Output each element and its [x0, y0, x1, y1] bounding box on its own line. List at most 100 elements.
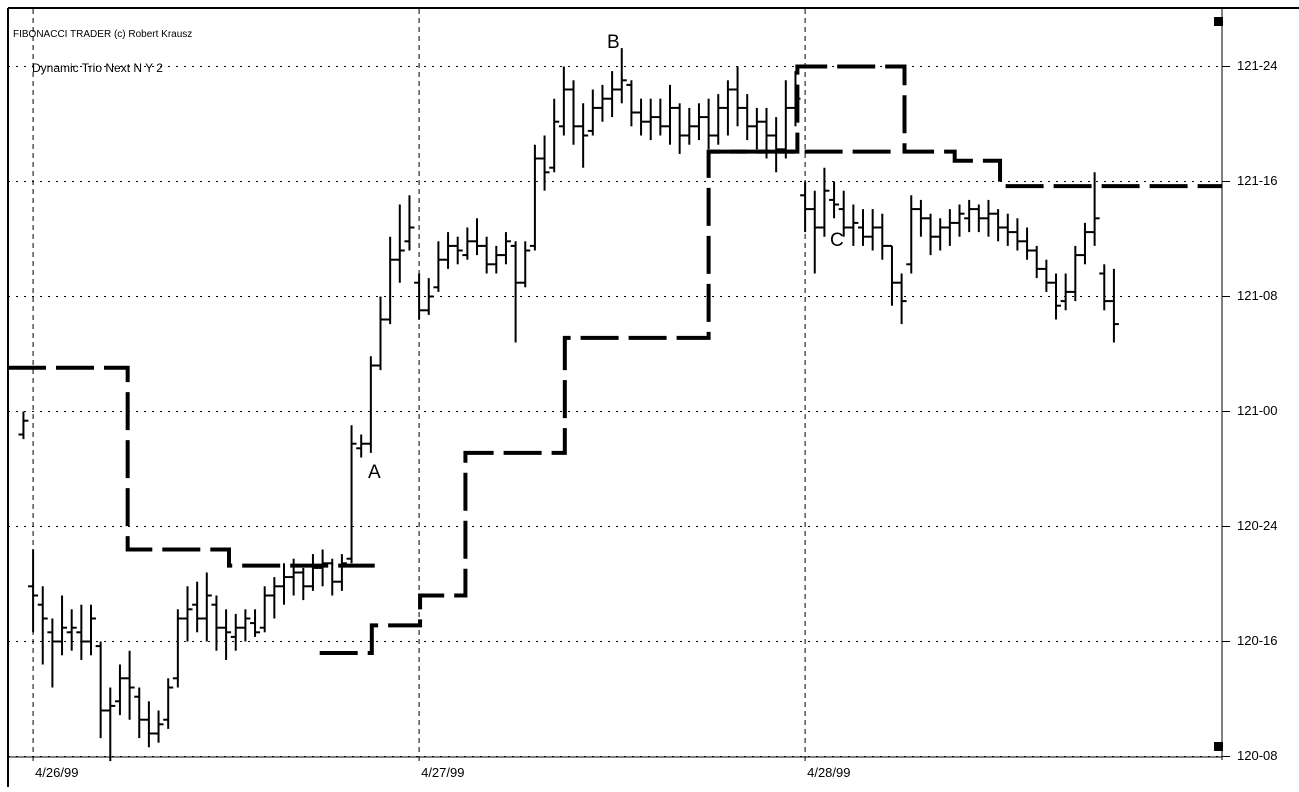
- ohlc-bar: [462, 227, 473, 260]
- ohlc-bar: [105, 687, 116, 762]
- ohlc-bar: [780, 80, 791, 159]
- ohlc-bar: [983, 199, 994, 237]
- ohlc-bar: [587, 89, 598, 136]
- ohlc-bar: [114, 664, 125, 716]
- ohlc-bar: [607, 71, 618, 118]
- ohlc-bar: [858, 209, 869, 246]
- ohlc-bar: [732, 66, 743, 127]
- ohlc-bar: [549, 98, 560, 173]
- ohlc-bar: [510, 241, 521, 343]
- ohlc-bar: [307, 554, 318, 591]
- ohlc-bar: [472, 218, 483, 256]
- ohlc-bar: [201, 572, 212, 642]
- ohlc-bar: [95, 641, 106, 739]
- ohlc-bar: [423, 278, 434, 315]
- ohlc-bar: [761, 107, 772, 159]
- ohlc-bar: [452, 236, 463, 265]
- ohlc-bar: [47, 618, 58, 688]
- ohlc-bar: [18, 411, 29, 440]
- ohlc-bar: [57, 595, 68, 656]
- ohlc-bar: [838, 190, 849, 237]
- ohlc-bar: [481, 236, 492, 274]
- x-tick-label: 4/27/99: [421, 765, 464, 780]
- y-tick-label: 121-08: [1237, 288, 1277, 303]
- ohlc-bar: [288, 558, 299, 596]
- ohlc-bar: [433, 241, 444, 292]
- ohlc-bar: [1012, 218, 1023, 251]
- ohlc-bar: [346, 425, 357, 564]
- ohlc-bar: [693, 103, 704, 141]
- ohlc-bar: [1031, 245, 1042, 279]
- ohlc-bar: [172, 609, 183, 688]
- ohlc-bar: [259, 586, 270, 633]
- ohlc-bar: [665, 84, 676, 145]
- ohlc-bar: [944, 209, 955, 246]
- ohlc-bar: [578, 103, 589, 168]
- ohlc-bar: [192, 581, 203, 633]
- ohlc-bar: [906, 195, 917, 274]
- ohlc-bar: [809, 190, 820, 274]
- ohlc-bar: [211, 595, 222, 651]
- ohlc-bar: [327, 558, 338, 596]
- ohlc-bar: [153, 710, 164, 743]
- ohlc-bar: [886, 244, 897, 306]
- ohlc-bar: [558, 66, 569, 136]
- ohlc-bar: [230, 613, 241, 651]
- annotation: B: [607, 32, 620, 53]
- ohlc-bar: [250, 609, 261, 637]
- y-tick-label: 121-16: [1237, 173, 1277, 188]
- ohlc-bar: [529, 144, 540, 251]
- annotation: C: [830, 230, 844, 251]
- ohlc-bar: [404, 195, 415, 251]
- y-tick-label: 120-24: [1237, 518, 1277, 533]
- y-tick-label: 120-16: [1237, 633, 1277, 648]
- ohlc-bar: [674, 103, 685, 154]
- ohlc-bar: [616, 48, 627, 104]
- ohlc-bar: [925, 213, 936, 256]
- ohlc-bar: [645, 98, 656, 141]
- ohlc-bar: [800, 181, 811, 233]
- ohlc-bar: [66, 609, 77, 651]
- ohlc-bar: [1108, 268, 1119, 343]
- ohlc-bar: [443, 232, 454, 269]
- ohlc-bar: [365, 356, 376, 453]
- step-line: [319, 64, 1222, 655]
- ohlc-bar: [1099, 264, 1110, 311]
- ohlc-bar: [76, 604, 87, 660]
- ohlc-bar: [1051, 273, 1062, 320]
- ohlc-bar: [240, 609, 251, 642]
- ohlc-bar: [1070, 245, 1081, 302]
- ohlc-bar: [993, 209, 1004, 242]
- ohlc-bar: [626, 80, 637, 127]
- ohlc-bar: [182, 586, 193, 642]
- ohlc-bar: [1079, 222, 1090, 265]
- ohlc-bar: [867, 209, 878, 251]
- ohlc-bar: [819, 167, 830, 237]
- ohlc-bar: [684, 107, 695, 145]
- ohlc-bar: [491, 245, 502, 274]
- ohlc-bar: [703, 98, 714, 150]
- ohlc-bar: [375, 296, 386, 371]
- ohlc-bar: [143, 701, 154, 748]
- ohlc-bar: [954, 204, 965, 237]
- axis-marker: [1214, 742, 1223, 751]
- ohlc-bar: [655, 98, 666, 136]
- ohlc-bar: [1089, 172, 1100, 246]
- x-tick-label: 4/28/99: [807, 765, 850, 780]
- ohlc-bar: [636, 98, 647, 136]
- ohlc-bar: [964, 199, 975, 233]
- ohlc-bar: [221, 609, 232, 660]
- chart-title: FIBONACCI TRADER (c) Robert Krausz: [13, 29, 192, 40]
- ohlc-bar: [877, 213, 888, 260]
- ohlc-bar: [790, 71, 801, 127]
- ohlc-bar: [385, 236, 396, 325]
- ohlc-bar: [742, 94, 753, 141]
- ohlc-bar: [896, 273, 907, 325]
- ohlc-bar: [394, 204, 405, 283]
- ohlc-bar: [722, 80, 733, 136]
- ohlc-bar: [973, 204, 984, 233]
- ohlc-bar: [124, 650, 135, 720]
- ohlc-bar: [28, 549, 39, 633]
